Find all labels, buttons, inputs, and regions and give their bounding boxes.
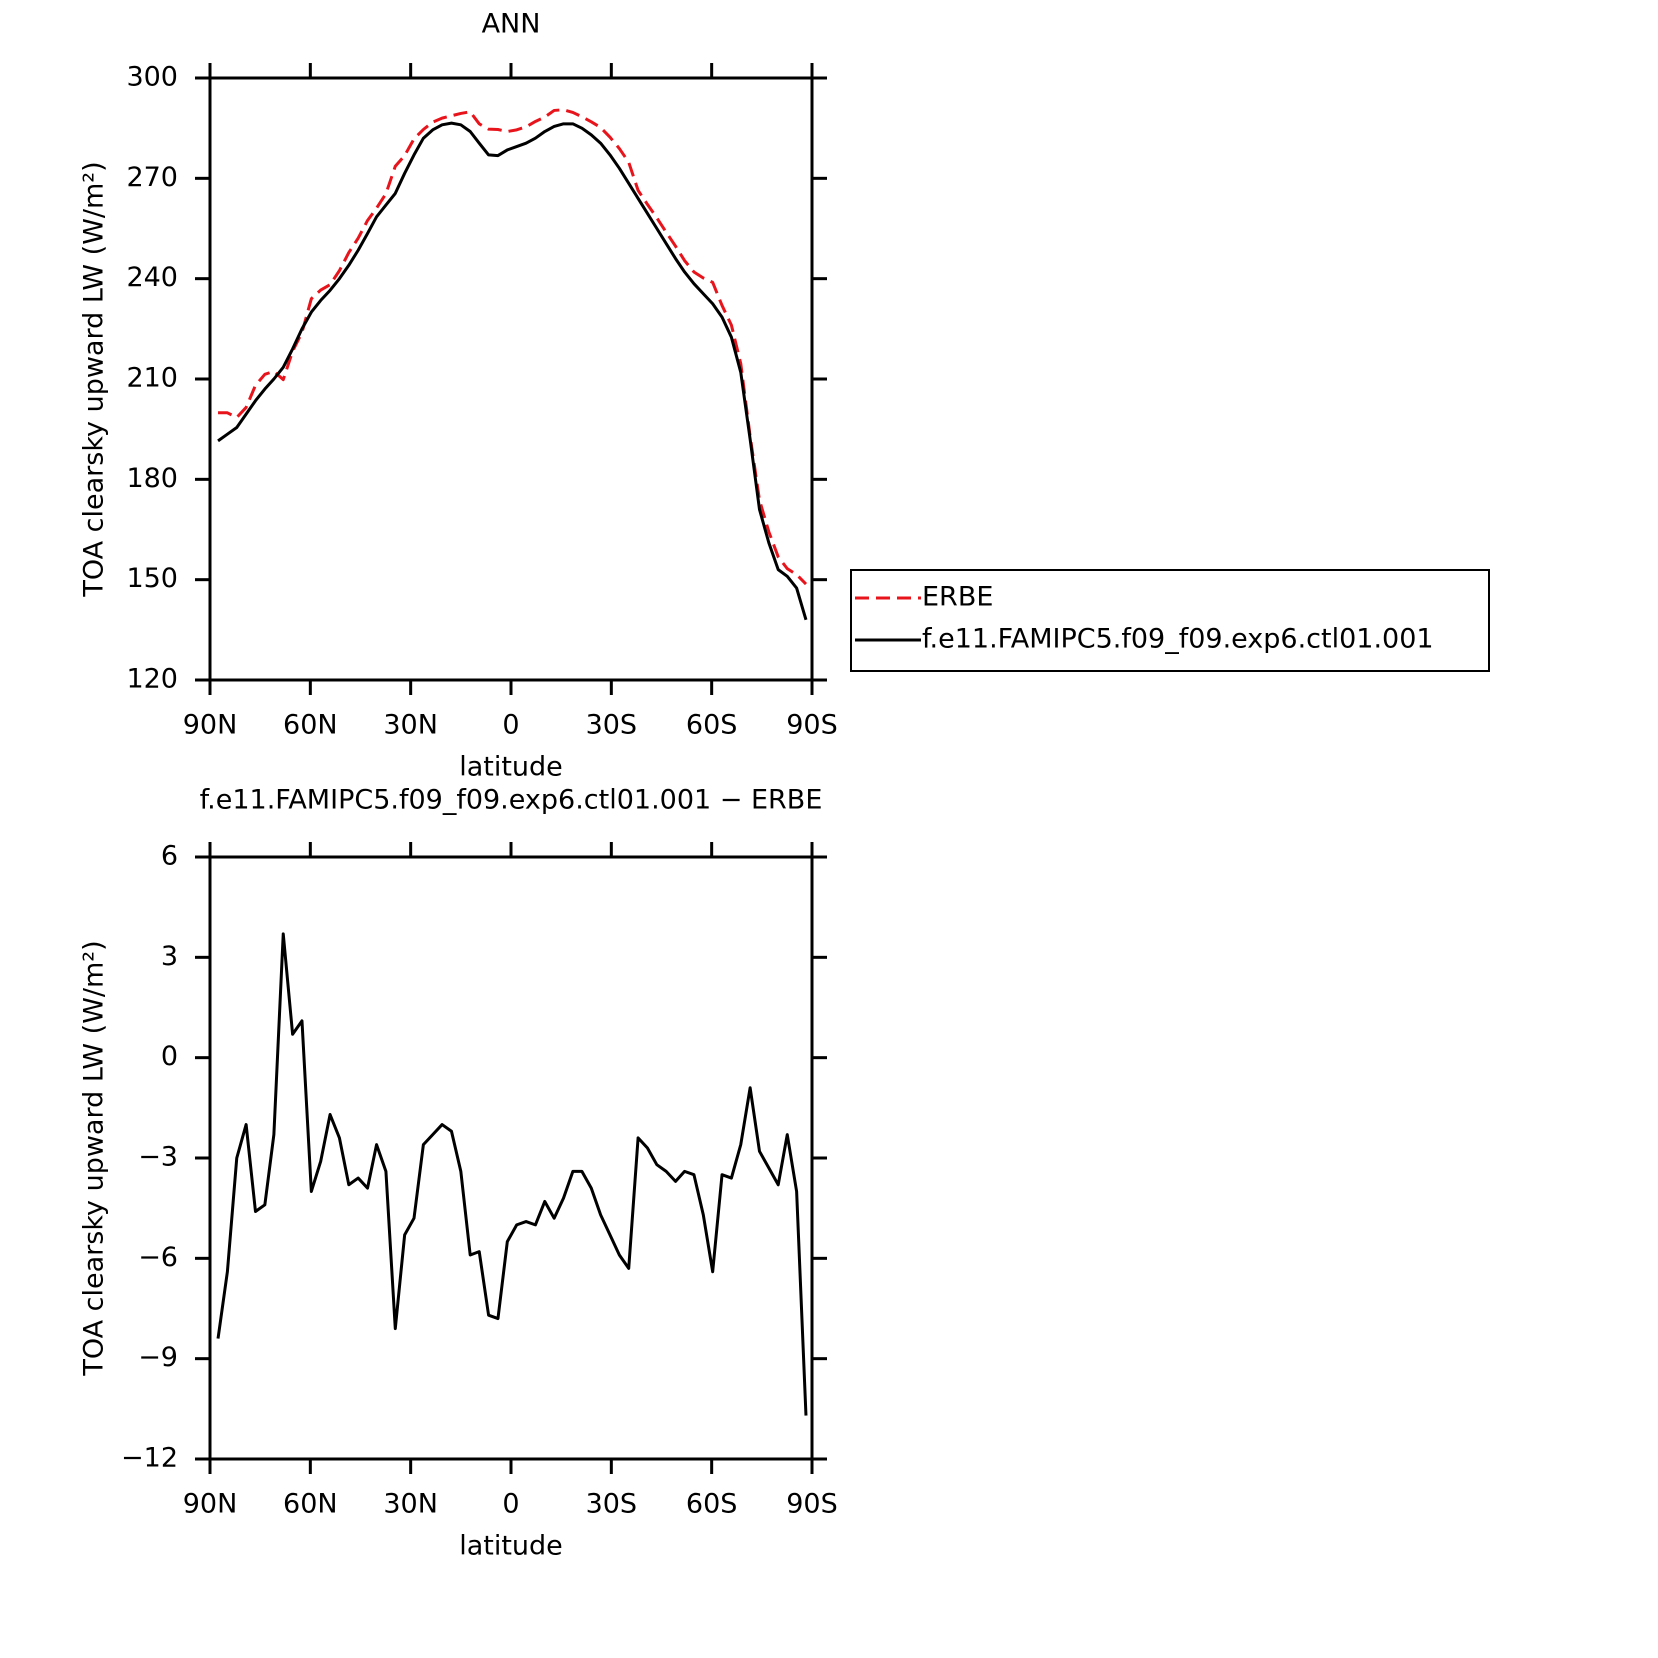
y-tick-label: −3	[138, 1142, 178, 1173]
data-line	[218, 108, 808, 586]
x-axis-label: latitude	[459, 1531, 563, 1562]
legend-label: ERBE	[922, 582, 993, 613]
y-axis-label: TOA clearsky upward LW (W/m²)	[79, 161, 110, 597]
plot-frame	[208, 855, 814, 1461]
y-tick-label: 240	[126, 262, 178, 293]
y-tick-label: 300	[126, 62, 178, 93]
y-tick-label: −9	[138, 1342, 178, 1373]
x-tick-label: 0	[502, 710, 519, 741]
data-line	[217, 121, 808, 621]
x-tick-label: 60N	[283, 710, 338, 741]
x-tick-label: 30S	[586, 710, 638, 741]
chart-title: f.e11.FAMIPC5.f09_f09.exp6.ctl01.001 − E…	[200, 785, 823, 816]
x-tick-label: 30N	[383, 1489, 438, 1520]
legend-box	[850, 569, 1490, 672]
x-tick-label: 90N	[183, 1489, 238, 1520]
y-axis-label: TOA clearsky upward LW (W/m²)	[79, 940, 110, 1376]
x-axis-label: latitude	[459, 752, 563, 783]
y-tick-label: 180	[126, 463, 178, 494]
y-tick-label: 3	[161, 941, 178, 972]
y-tick-label: 120	[126, 664, 178, 695]
plot-frame	[208, 76, 814, 682]
x-tick-label: 0	[502, 1489, 519, 1520]
x-tick-label: 30N	[383, 710, 438, 741]
x-tick-label: 90N	[183, 710, 238, 741]
y-tick-label: 0	[161, 1041, 178, 1072]
data-line	[216, 932, 808, 1416]
x-tick-label: 90S	[786, 1489, 838, 1520]
y-tick-label: 210	[126, 363, 178, 394]
x-tick-label: 60S	[686, 710, 738, 741]
x-tick-label: 90S	[786, 710, 838, 741]
y-tick-label: 150	[126, 563, 178, 594]
x-tick-label: 60N	[283, 1489, 338, 1520]
y-tick-label: 270	[126, 162, 178, 193]
legend-label: f.e11.FAMIPC5.f09_f09.exp6.ctl01.001	[922, 624, 1434, 655]
y-tick-label: −6	[138, 1242, 178, 1273]
x-tick-label: 30S	[586, 1489, 638, 1520]
y-tick-label: 6	[161, 841, 178, 872]
chart-title: ANN	[482, 9, 541, 40]
x-tick-label: 60S	[686, 1489, 738, 1520]
y-tick-label: −12	[121, 1443, 178, 1474]
